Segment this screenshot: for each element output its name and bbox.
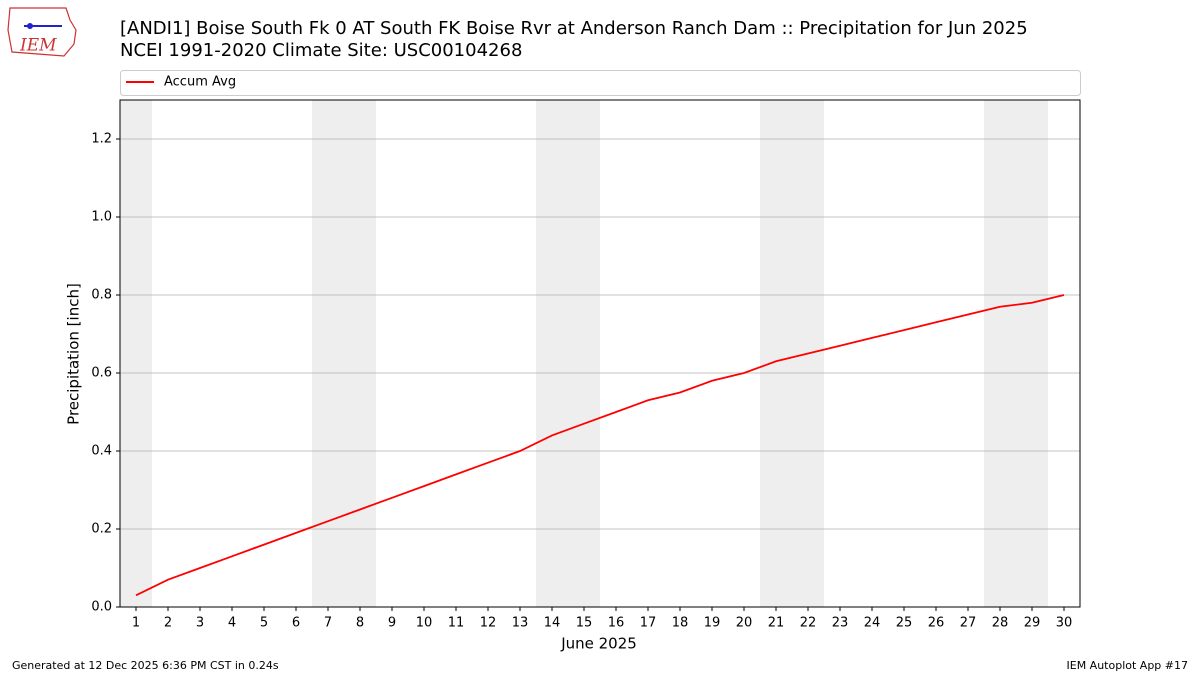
- logo-dot: [27, 23, 33, 29]
- x-tick-label: 29: [1024, 616, 1041, 631]
- chart-title: [ANDI1] Boise South Fk 0 AT South FK Boi…: [120, 18, 1028, 39]
- x-tick-label: 10: [416, 616, 433, 631]
- weekend-band: [984, 100, 1048, 607]
- x-tick-label: 15: [576, 616, 593, 631]
- y-tick-label: 0.2: [91, 522, 112, 537]
- x-tick-label: 28: [992, 616, 1009, 631]
- x-tick-label: 4: [228, 616, 236, 631]
- x-tick-label: 18: [672, 616, 689, 631]
- logo-outline: [7, 7, 77, 57]
- x-tick-label: 24: [864, 616, 881, 631]
- x-axis-label: June 2025: [560, 635, 637, 653]
- y-tick-label: 0.6: [91, 366, 112, 381]
- x-tick-label: 9: [388, 616, 396, 631]
- chart-subtitle: NCEI 1991-2020 Climate Site: USC00104268: [120, 40, 522, 61]
- y-tick-label: 1.2: [91, 132, 112, 147]
- x-tick-label: 21: [768, 616, 785, 631]
- logo-text: IEM: [19, 36, 57, 56]
- weekend-band: [120, 100, 152, 607]
- x-tick-label: 13: [512, 616, 529, 631]
- x-tick-label: 7: [324, 616, 332, 631]
- y-tick-label: 1.0: [91, 210, 112, 225]
- legend-box: [120, 70, 1081, 96]
- y-tick-label: 0.4: [91, 444, 112, 459]
- x-tick-label: 11: [448, 616, 465, 631]
- data-line: [135, 294, 1065, 597]
- x-tick-label: 12: [480, 616, 497, 631]
- plot-frame: [119, 99, 1081, 608]
- x-tick-label: 16: [608, 616, 625, 631]
- x-tick-label: 23: [832, 616, 849, 631]
- x-tick-label: 2: [164, 616, 172, 631]
- x-tick-label: 3: [196, 616, 204, 631]
- x-tick-label: 6: [292, 616, 300, 631]
- weekend-band: [536, 100, 600, 607]
- logo: IEM: [7, 7, 77, 57]
- x-tick-label: 26: [928, 616, 945, 631]
- weekend-band: [760, 100, 824, 607]
- x-tick-label: 25: [896, 616, 913, 631]
- x-tick-label: 8: [356, 616, 364, 631]
- legend-label: Accum Avg: [164, 75, 236, 90]
- footer-right: IEM Autoplot App #17: [1067, 659, 1189, 672]
- x-tick-label: 27: [960, 616, 977, 631]
- y-axis-label: Precipitation [inch]: [65, 283, 83, 425]
- x-tick-label: 20: [736, 616, 753, 631]
- footer-left: Generated at 12 Dec 2025 6:36 PM CST in …: [12, 659, 279, 672]
- x-tick-label: 22: [800, 616, 817, 631]
- y-tick-label: 0.0: [91, 600, 112, 615]
- weekend-band: [312, 100, 376, 607]
- x-tick-label: 14: [544, 616, 561, 631]
- x-tick-label: 19: [704, 616, 721, 631]
- x-tick-label: 30: [1056, 616, 1073, 631]
- y-tick-label: 0.8: [91, 288, 112, 303]
- x-tick-label: 17: [640, 616, 657, 631]
- x-tick-label: 5: [260, 616, 268, 631]
- x-tick-label: 1: [132, 616, 140, 631]
